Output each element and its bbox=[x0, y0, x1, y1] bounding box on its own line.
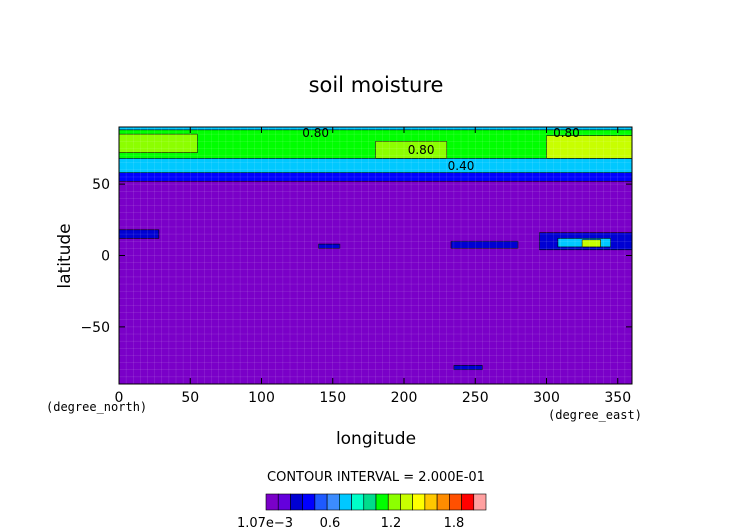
y-tick-label: −50 bbox=[80, 320, 110, 336]
x-tick-label: 100 bbox=[248, 390, 275, 406]
heat-region-3 bbox=[118, 133, 198, 153]
chart-title: soil moisture bbox=[309, 73, 444, 97]
colorbar-swatch bbox=[351, 493, 365, 511]
colorbar-swatch bbox=[265, 493, 279, 511]
colorbar-swatch bbox=[473, 493, 487, 511]
colorbar-swatch bbox=[363, 493, 377, 511]
colorbar-swatch bbox=[326, 493, 340, 511]
x-tick-label: 300 bbox=[533, 390, 560, 406]
colorbar-swatch bbox=[400, 493, 413, 511]
x-tick-label: 50 bbox=[181, 390, 199, 406]
colorbar-swatch bbox=[424, 493, 438, 511]
contour-label: 0.80 bbox=[302, 126, 329, 140]
colorbar-swatch bbox=[277, 493, 291, 511]
x-axis-label: longitude bbox=[336, 429, 416, 449]
colorbar-swatch bbox=[461, 493, 475, 511]
colorbar-swatch bbox=[436, 493, 450, 511]
heat-region-7 bbox=[450, 240, 519, 249]
x-tick-label: 200 bbox=[391, 390, 418, 406]
contour-label: 0.80 bbox=[408, 143, 435, 157]
colorbar-tick-label: 1.2 bbox=[381, 516, 402, 531]
contour-label: 0.40 bbox=[448, 159, 475, 173]
colorbar-swatch bbox=[449, 493, 462, 511]
x-tick-label: 150 bbox=[319, 390, 346, 406]
heat-region-10 bbox=[581, 239, 601, 248]
heat-region-11 bbox=[318, 243, 341, 249]
contour-labels: 0.80 0.80 0.40 0.80 bbox=[302, 126, 580, 173]
colorbar-swatch bbox=[290, 493, 303, 511]
x-tick-label: 350 bbox=[604, 390, 631, 406]
colorbar-swatch bbox=[375, 493, 389, 511]
y-tick-label: 50 bbox=[92, 177, 110, 193]
colorbar-swatch bbox=[302, 493, 316, 511]
colorbar-tick-label: 1.07e−3 bbox=[237, 516, 293, 531]
colorbar-swatch bbox=[412, 493, 426, 511]
y-axis-label: latitude bbox=[55, 223, 75, 288]
x-axis-ticks: 0 50 100 150 200 250 300 350 bbox=[115, 127, 631, 406]
y-tick-label: 0 bbox=[101, 249, 110, 265]
contour-interval-label: CONTOUR INTERVAL = 2.000E-01 bbox=[267, 470, 485, 485]
colorbar-tick-labels: 1.07e−3 0.6 1.2 1.8 bbox=[237, 516, 464, 531]
x-unit-label: (degree_east) bbox=[548, 408, 642, 422]
plot-area: 0.80 0.80 0.40 0.80 bbox=[118, 126, 633, 385]
colorbar-tick-label: 1.8 bbox=[444, 516, 465, 531]
grid-lines bbox=[119, 127, 632, 384]
colorbar-swatch bbox=[339, 493, 352, 511]
heatmap-regions bbox=[118, 126, 633, 371]
y-unit-label: (degree_north) bbox=[46, 400, 147, 414]
x-tick-label: 250 bbox=[462, 390, 489, 406]
contour-label: 0.80 bbox=[553, 126, 580, 140]
heat-region-4 bbox=[375, 140, 448, 159]
heat-region-12 bbox=[453, 365, 483, 371]
y-axis-ticks: 50 0 −50 bbox=[80, 177, 632, 336]
colorbar-swatch bbox=[314, 493, 328, 511]
x-tick-label: 0 bbox=[115, 390, 124, 406]
colorbar bbox=[265, 493, 487, 511]
colorbar-swatch bbox=[387, 493, 401, 511]
colorbar-tick-label: 0.6 bbox=[320, 516, 341, 531]
